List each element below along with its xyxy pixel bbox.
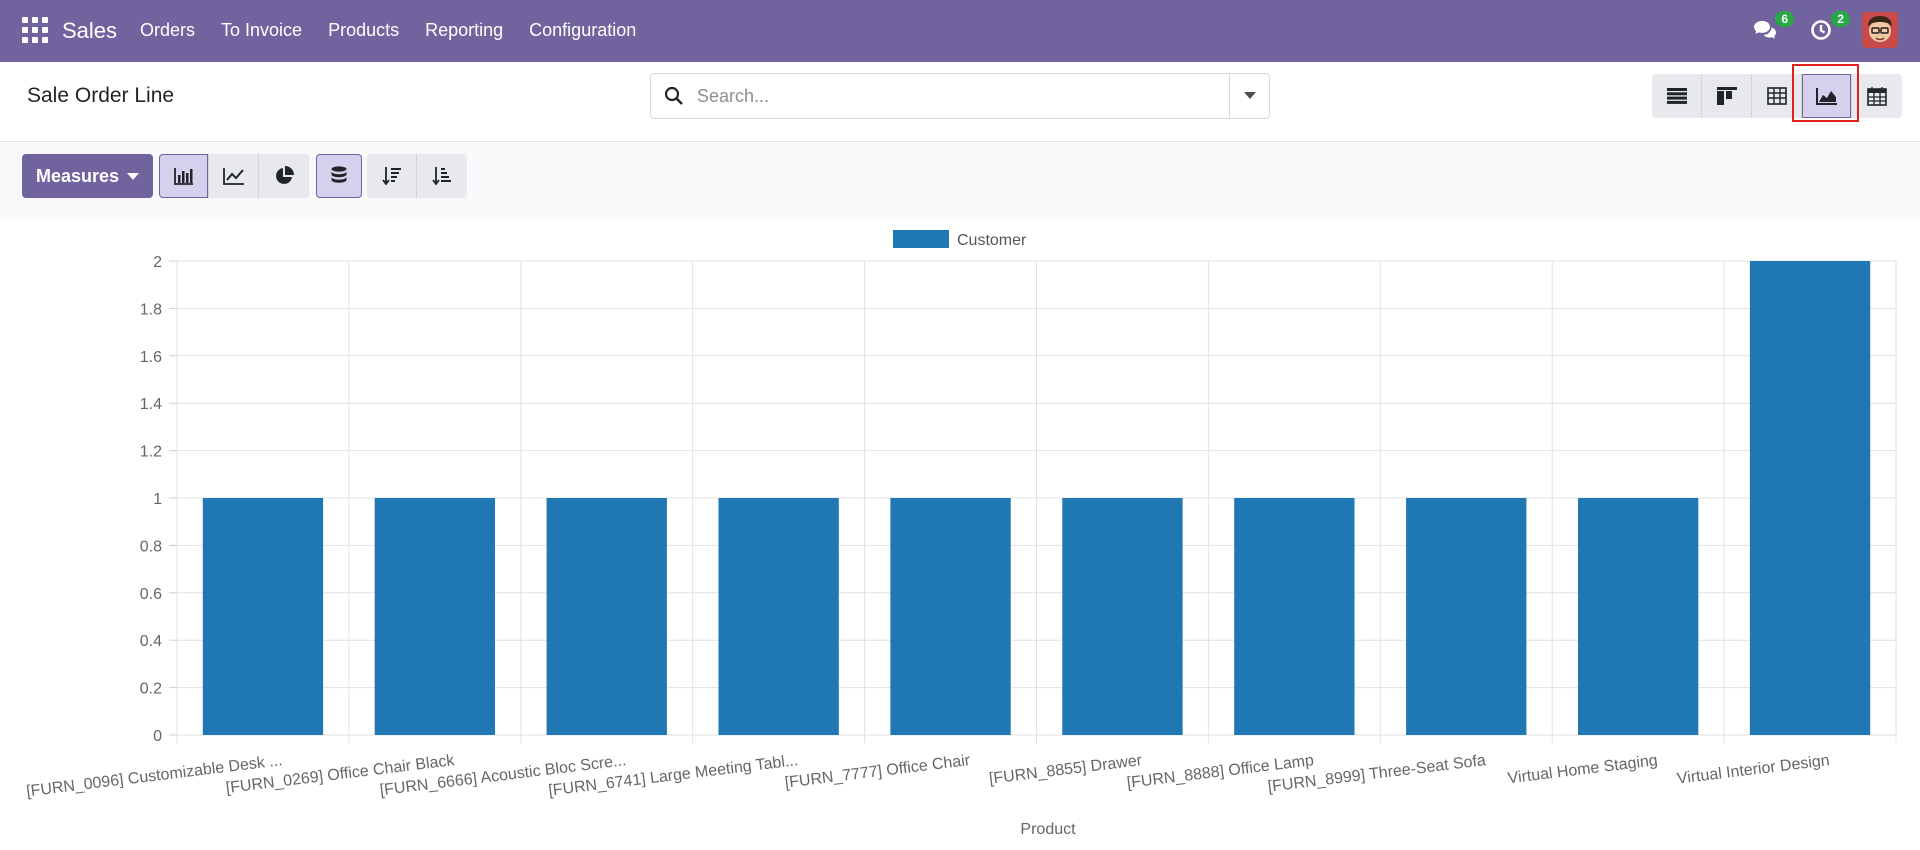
stacked-group — [316, 154, 362, 198]
legend-label[interactable]: Customer — [957, 232, 1027, 249]
search-options-toggle[interactable] — [1229, 74, 1269, 118]
menu-item-reporting[interactable]: Reporting — [425, 20, 504, 40]
bar — [1577, 498, 1699, 735]
bar — [546, 498, 667, 735]
y-tick-label: 1.6 — [140, 349, 162, 366]
y-tick-label: 1 — [153, 491, 162, 508]
graph-toolbar: Measures — [0, 142, 1920, 217]
bar-chart-icon — [173, 168, 193, 185]
x-tick-label: [FURN_8855] Drawer — [988, 752, 1143, 788]
y-tick-label: 0.4 — [140, 633, 162, 650]
y-tick-label: 1.2 — [140, 444, 162, 461]
pie-chart-icon — [276, 166, 294, 184]
sort-ascending-icon — [432, 167, 451, 186]
calendar-icon — [1867, 87, 1887, 106]
pivot-icon — [1766, 87, 1787, 105]
bar — [718, 498, 839, 735]
search-input[interactable] — [697, 76, 1229, 116]
activities-button[interactable]: 2 — [1806, 11, 1850, 45]
clock-icon — [1811, 20, 1831, 40]
chat-icon — [1754, 20, 1776, 39]
y-tick-label: 1.8 — [140, 301, 162, 318]
bar — [890, 498, 1011, 735]
kanban-icon — [1716, 87, 1737, 105]
caret-down-icon — [127, 172, 140, 180]
bar — [374, 498, 496, 735]
bar — [1234, 498, 1355, 735]
chart-type-group — [159, 154, 309, 198]
messages-button[interactable]: 6 — [1750, 11, 1794, 45]
chart-legend: Customer — [893, 230, 1027, 249]
view-switcher — [1652, 74, 1902, 118]
line-chart-button[interactable] — [209, 154, 259, 198]
sort-descending-icon — [381, 167, 401, 186]
stacked-toggle-button[interactable] — [316, 154, 362, 198]
legend-swatch[interactable] — [893, 230, 949, 248]
graph-view-button[interactable] — [1802, 74, 1852, 118]
line-chart-icon — [222, 168, 244, 185]
measures-dropdown-button[interactable]: Measures — [22, 154, 153, 198]
measures-label: Measures — [35, 165, 120, 186]
bar — [1406, 498, 1527, 735]
x-tick-label: Virtual Interior Design — [1676, 752, 1830, 788]
y-tick-label: 0.8 — [140, 538, 162, 555]
page-title: Sale Order Line — [27, 84, 175, 107]
bar-chart-button[interactable] — [159, 154, 209, 198]
list-view-button[interactable] — [1652, 74, 1702, 118]
x-tick-label: Virtual Home Staging — [1507, 752, 1659, 787]
sort-descending-button[interactable] — [367, 154, 417, 198]
search-bar — [650, 73, 1270, 119]
x-tick-label: [FURN_7777] Office Chair — [784, 752, 972, 792]
pie-chart-button[interactable] — [259, 154, 309, 198]
search-icon — [651, 74, 697, 118]
menu-item-orders[interactable]: Orders — [140, 20, 196, 40]
messages-count-badge: 6 — [1775, 11, 1794, 27]
user-avatar[interactable] — [1862, 12, 1898, 48]
menu-item-to-invoice[interactable]: To Invoice — [221, 20, 303, 40]
bar-chart: Customer 0 0.2 0.4 0.6 0.8 1 1.2 1.4 1.6 1.8 2 [FURN… — [25, 230, 1897, 838]
graph-area: Customer 0 0.2 0.4 0.6 0.8 1 1.2 1.4 1.6 1.8 2 [FURN… — [0, 217, 1920, 845]
y-tick-label: 2 — [153, 254, 162, 271]
y-tick-label: 0 — [153, 728, 162, 745]
main-menu: Orders To Invoice Products Reporting Con… — [140, 20, 636, 41]
bar — [1062, 498, 1183, 735]
menu-item-products[interactable]: Products — [328, 20, 400, 40]
kanban-view-button[interactable] — [1702, 74, 1752, 118]
x-axis-label: Product — [1020, 821, 1076, 838]
calendar-view-button[interactable] — [1852, 74, 1902, 118]
caret-down-icon — [1243, 92, 1256, 99]
y-tick-label: 0.2 — [140, 681, 162, 698]
control-panel: Sale Order Line — [0, 62, 1920, 142]
database-icon — [331, 166, 347, 183]
sort-group — [367, 154, 467, 198]
sort-ascending-button[interactable] — [417, 154, 467, 198]
list-icon — [1666, 88, 1687, 104]
graph-view-highlight — [1792, 64, 1859, 122]
top-navbar: Sales Orders To Invoice Products Reporti… — [0, 0, 1920, 62]
app-name[interactable]: Sales — [62, 18, 118, 43]
menu-item-configuration[interactable]: Configuration — [529, 20, 637, 40]
apps-menu-icon[interactable] — [22, 17, 48, 43]
bar — [1749, 261, 1871, 735]
y-tick-label: 0.6 — [140, 586, 162, 603]
graph-icon — [1815, 88, 1837, 105]
navbar-systray: 6 2 — [1750, 11, 1898, 48]
activities-count-badge: 2 — [1831, 11, 1850, 27]
y-tick-label: 1.4 — [140, 396, 162, 413]
bar — [202, 498, 324, 735]
